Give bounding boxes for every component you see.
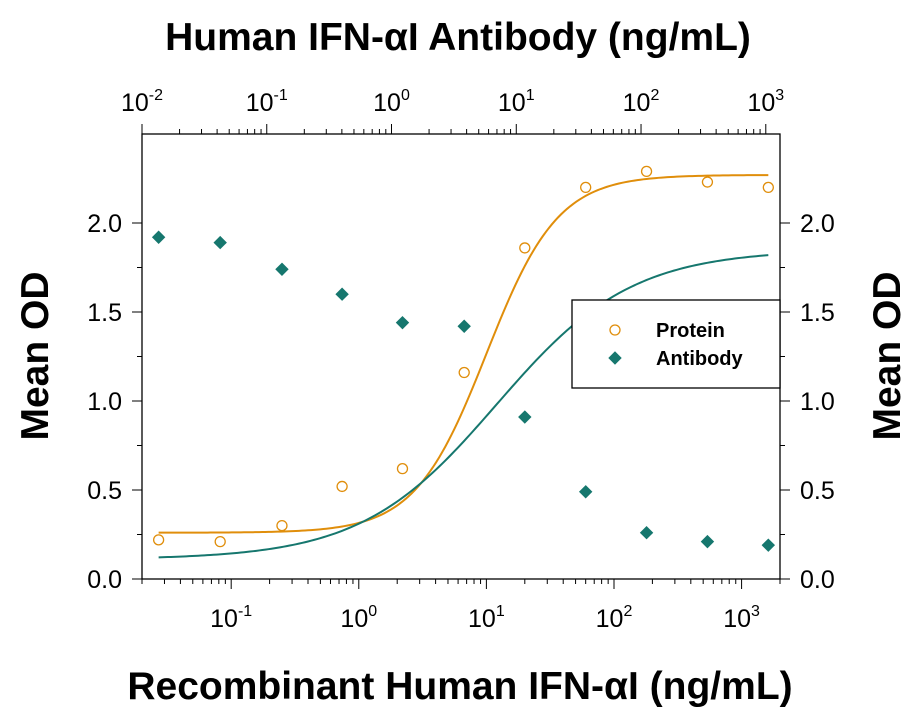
top-x-tick-label: 10-2 <box>121 87 163 117</box>
point-antibody <box>639 526 654 540</box>
point-protein <box>396 462 409 475</box>
y-right-tick-label: 1.0 <box>800 388 835 416</box>
point-antibody <box>457 319 471 333</box>
top-x-tick-label: 100 <box>373 87 410 117</box>
legend-marker-antibody <box>608 351 622 365</box>
top-x-tick-label: 102 <box>623 87 660 117</box>
y-right-tick-label: 2.0 <box>800 210 835 238</box>
point-protein <box>458 366 470 379</box>
point-antibody <box>761 538 776 552</box>
legend-label-antibody: Antibody <box>656 348 744 370</box>
x-tick-label: 100 <box>340 603 377 633</box>
y-axis-label-right: Mean OD <box>866 271 909 440</box>
left-axis: 0.0 0.5 1.0 1.5 2.0 <box>87 210 142 594</box>
y-tick-label: 0.5 <box>87 477 122 505</box>
y-right-tick-label: 0.5 <box>800 477 835 505</box>
x-tick-label: 102 <box>596 603 633 633</box>
x-tick-label: 10-1 <box>210 603 252 633</box>
bottom-axis: 10-1 100 101 102 103 <box>141 579 781 633</box>
y-right-tick-label: 1.5 <box>800 299 835 327</box>
y-axis-label-left: Mean OD <box>14 271 57 440</box>
right-axis: 0.0 0.5 1.0 1.5 2.0 <box>780 210 835 594</box>
y-tick-label: 1.5 <box>87 299 122 327</box>
fit-curves <box>158 174 769 559</box>
point-antibody <box>700 534 715 549</box>
y-tick-label: 2.0 <box>87 210 122 238</box>
top-x-tick-label: 103 <box>747 87 784 117</box>
x-tick-label: 103 <box>723 603 760 633</box>
legend-marker-protein <box>609 324 621 336</box>
legend: Protein Antibody <box>571 299 781 389</box>
y-tick-label: 1.0 <box>87 388 122 416</box>
point-antibody <box>578 485 593 499</box>
point-protein <box>762 181 774 194</box>
point-protein <box>701 176 714 188</box>
top-axis: 10-2 10-1 100 101 102 103 <box>121 87 784 134</box>
fit-curve-antibody <box>158 254 769 559</box>
legend-box <box>571 299 781 389</box>
data-points <box>151 165 776 552</box>
point-antibody <box>335 287 349 301</box>
y-tick-label: 0.0 <box>87 566 122 594</box>
point-protein <box>336 480 348 493</box>
point-antibody <box>395 315 410 330</box>
point-antibody <box>151 230 166 244</box>
x-tick-label: 101 <box>468 603 505 633</box>
point-protein <box>640 165 653 178</box>
x-axis-label: Recombinant Human IFN-αI (ng/mL) <box>127 665 792 708</box>
point-protein <box>152 534 165 546</box>
chart-title: Human IFN-αI Antibody (ng/mL) <box>165 16 751 59</box>
point-protein <box>519 242 531 254</box>
point-protein <box>276 519 288 532</box>
point-protein <box>214 535 226 548</box>
point-antibody <box>213 235 227 250</box>
y-right-tick-label: 0.0 <box>800 566 835 594</box>
point-antibody <box>275 262 289 276</box>
top-x-tick-label: 10-1 <box>246 87 288 117</box>
legend-label-protein: Protein <box>656 320 725 342</box>
fit-curve-protein <box>158 174 769 534</box>
point-antibody <box>518 410 532 424</box>
top-x-tick-label: 101 <box>498 87 535 117</box>
point-protein <box>580 181 592 194</box>
